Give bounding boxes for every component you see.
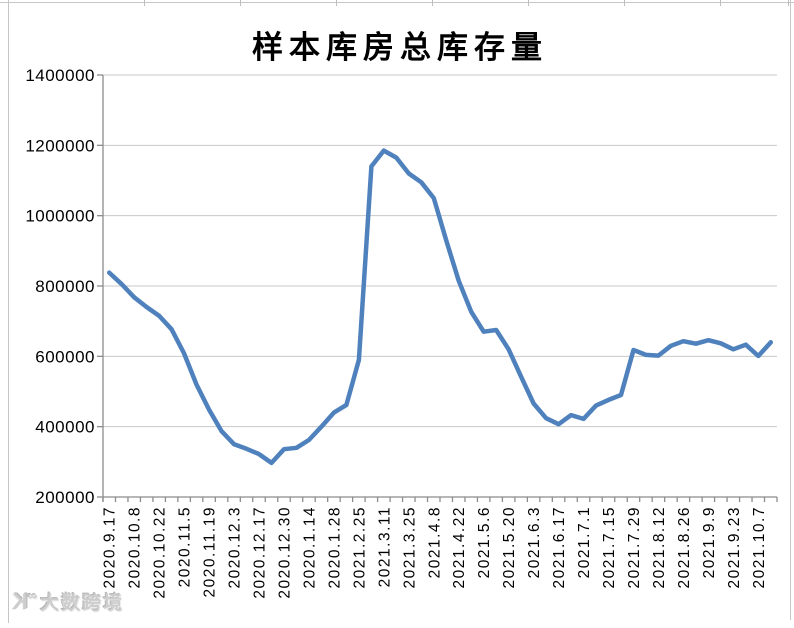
svg-text:2021.5.6: 2021.5.6: [476, 506, 493, 578]
y-axis: [97, 74, 104, 502]
svg-text:2021.3.11: 2021.3.11: [376, 506, 393, 587]
svg-text:2021.2.25: 2021.2.25: [351, 506, 368, 588]
column-mark: [336, 0, 337, 6]
watermark-text: 大数跨境: [40, 593, 125, 614]
svg-text:2021.6.3: 2021.6.3: [526, 506, 543, 578]
svg-text:2020.9.17: 2020.9.17: [102, 506, 119, 588]
svg-text:2020.11.19: 2020.11.19: [202, 506, 219, 597]
svg-text:800000: 800000: [35, 277, 95, 296]
spreadsheet-top-border: [0, 2, 794, 3]
svg-text:2021.7.15: 2021.7.15: [601, 506, 618, 588]
chart-title: 样本库房总库存量: [252, 30, 548, 65]
svg-text:2021.5.20: 2021.5.20: [501, 506, 518, 588]
x-tick-labels: 2020.9.17 2020.10.8 2020.10.22 2020.11.5 202…: [102, 506, 768, 599]
svg-text:1200000: 1200000: [25, 136, 95, 155]
svg-text:2021.10.7: 2021.10.7: [751, 506, 768, 588]
y-tick-labels: 200000 400000 600000 800000 1000000 1200000 14…: [25, 66, 95, 507]
column-mark: [432, 0, 433, 6]
svg-text:2020.1.28: 2020.1.28: [326, 506, 343, 588]
column-mark: [240, 0, 241, 6]
svg-text:2020.12.3: 2020.12.3: [227, 506, 244, 588]
svg-text:2020.12.30: 2020.12.30: [276, 506, 293, 599]
svg-text:2021.9.9: 2021.9.9: [701, 506, 718, 578]
svg-text:2021.4.8: 2021.4.8: [426, 506, 443, 578]
spreadsheet-left-border: [8, 0, 9, 623]
svg-text:2021.8.12: 2021.8.12: [651, 506, 668, 588]
svg-text:2021.8.26: 2021.8.26: [676, 506, 693, 588]
svg-text:2020.10.8: 2020.10.8: [127, 506, 144, 588]
svg-text:2021.7.1: 2021.7.1: [576, 506, 593, 578]
svg-text:2020.12.17: 2020.12.17: [252, 506, 269, 599]
x-axis: [102, 496, 778, 502]
column-mark: [720, 0, 721, 6]
svg-text:400000: 400000: [35, 418, 95, 437]
watermark: K∞ 大数跨境: [14, 588, 124, 615]
column-mark: [144, 0, 145, 6]
column-mark: [624, 0, 625, 6]
svg-text:600000: 600000: [35, 347, 95, 366]
svg-text:2021.9.23: 2021.9.23: [726, 506, 743, 588]
gridlines: [103, 74, 777, 428]
svg-text:1400000: 1400000: [25, 66, 95, 85]
svg-text:2021.4.22: 2021.4.22: [451, 506, 468, 588]
svg-text:2021.3.25: 2021.3.25: [401, 506, 418, 588]
column-mark: [788, 0, 789, 6]
svg-text:2020.10.22: 2020.10.22: [152, 506, 169, 599]
svg-text:200000: 200000: [35, 488, 95, 507]
svg-text:2021.6.17: 2021.6.17: [551, 506, 568, 588]
watermark-logo-icon: K∞: [14, 588, 37, 614]
spreadsheet-right-border: [790, 0, 791, 620]
column-mark: [528, 0, 529, 6]
svg-text:2020.11.5: 2020.11.5: [177, 506, 194, 587]
series-line: [106, 148, 774, 466]
svg-text:1000000: 1000000: [25, 207, 95, 226]
svg-text:2021.7.29: 2021.7.29: [626, 506, 643, 588]
svg-text:2020.1.14: 2020.1.14: [301, 506, 318, 588]
